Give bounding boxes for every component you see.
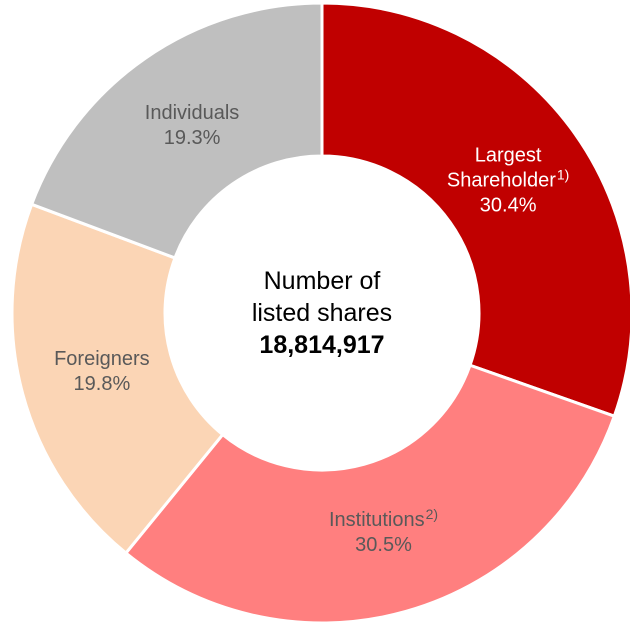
segment-label: Institutions2) 30.5% <box>309 505 459 558</box>
category-label: Foreigners <box>54 348 150 371</box>
segment-label: Largest Shareholder1) 30.4% <box>433 144 583 219</box>
category-label: Institutions <box>329 508 425 531</box>
category-line: Institutions2) <box>309 505 459 533</box>
segment-label: Foreigners 19.8% <box>27 347 177 397</box>
category-label: Largest Shareholder <box>446 144 556 192</box>
center-text: Number of <box>263 267 381 295</box>
donut-segment <box>123 363 617 625</box>
category-label: Individuals <box>144 101 240 124</box>
footnote-mark: 2) <box>425 505 439 522</box>
category-line: Largest Shareholder1) <box>433 144 583 194</box>
value-label: 30.4% <box>479 194 537 217</box>
value-label: 19.8% <box>73 373 131 396</box>
segment-label: Individuals 19.3% <box>117 101 267 151</box>
center-text: listed shares <box>251 299 393 327</box>
footnote-mark: 1) <box>556 166 570 183</box>
value-label: 30.5% <box>355 533 412 556</box>
center-label: Number of listed shares 18,814,917 <box>252 265 392 361</box>
donut-segment <box>320 1 630 419</box>
category-line: Foreigners <box>27 347 177 372</box>
center-value: 18,814,917 <box>259 331 385 359</box>
donut-segment <box>29 1 324 260</box>
value-label: 19.3% <box>163 126 221 149</box>
category-line: Individuals <box>117 101 267 126</box>
donut-segment <box>10 202 225 556</box>
